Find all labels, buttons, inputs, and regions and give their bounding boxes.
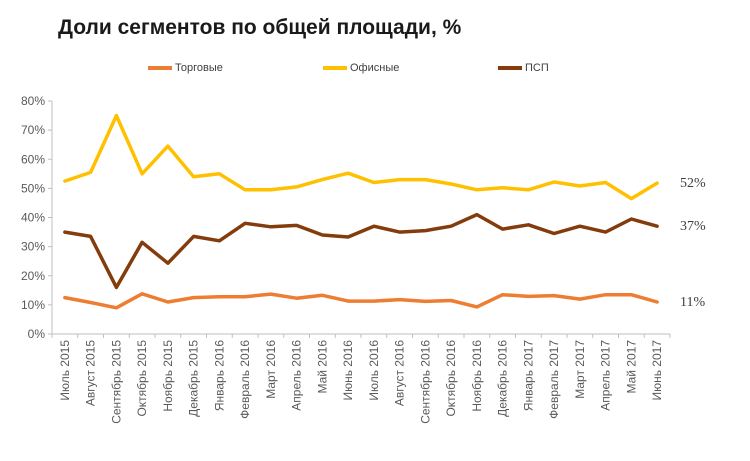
x-tick-label: Сентябрь 2016 bbox=[418, 340, 432, 424]
x-tick-label: Декабрь 2016 bbox=[496, 340, 510, 417]
x-tick-label: Ноябрь 2015 bbox=[161, 340, 175, 412]
y-axis: 0% 10% 20% 30% 40% 50% 60% 70% 80% bbox=[21, 94, 53, 341]
legend-swatch-trade bbox=[148, 66, 172, 70]
legend: Торговые Офисные ПСП bbox=[0, 62, 750, 78]
x-tick-label: Ноябрь 2016 bbox=[470, 340, 484, 412]
y-tick-label: 70% bbox=[21, 123, 45, 137]
chart-title: Доли сегментов по общей площади, % bbox=[58, 16, 462, 39]
end-label-psp: 37% bbox=[680, 219, 706, 234]
x-tick-label: Октябрь 2015 bbox=[135, 340, 149, 417]
legend-swatch-psp bbox=[498, 66, 522, 70]
legend-item-psp: ПСП bbox=[498, 62, 549, 74]
legend-label-psp: ПСП bbox=[525, 62, 549, 74]
y-tick-label: 10% bbox=[21, 298, 45, 312]
series-lines bbox=[63, 113, 659, 310]
x-tick-label: Февраль 2017 bbox=[547, 340, 561, 419]
x-tick-label: Август 2015 bbox=[84, 340, 98, 406]
legend-swatch-office bbox=[323, 66, 347, 70]
x-tick-label: Июнь 2017 bbox=[650, 340, 664, 401]
x-tick-label: Март 2016 bbox=[264, 340, 278, 399]
legend-label-office: Офисные bbox=[350, 62, 400, 74]
x-tick-label: Январь 2016 bbox=[212, 340, 226, 411]
x-tick-label: Май 2017 bbox=[624, 340, 638, 394]
x-tick-label: Январь 2017 bbox=[521, 340, 535, 411]
end-label-trade: 11% bbox=[680, 295, 705, 310]
y-tick-label: 30% bbox=[21, 240, 45, 254]
y-tick-label: 20% bbox=[21, 269, 45, 283]
series-line-psp bbox=[63, 212, 659, 290]
y-tick-label: 50% bbox=[21, 181, 45, 195]
legend-label-trade: Торговые bbox=[175, 62, 223, 74]
x-tick-label: Сентябрь 2015 bbox=[109, 340, 123, 424]
x-tick-label: Май 2016 bbox=[315, 340, 329, 394]
y-tick-label: 40% bbox=[21, 211, 45, 225]
x-tick-label: Апрель 2016 bbox=[290, 340, 304, 411]
x-tick-label: Октябрь 2016 bbox=[444, 340, 458, 417]
x-tick-label: Март 2017 bbox=[573, 340, 587, 399]
y-tick-label: 60% bbox=[21, 152, 45, 166]
y-tick-label: 80% bbox=[21, 94, 45, 108]
x-tick-label: Апрель 2017 bbox=[599, 340, 613, 411]
legend-item-office: Офисные bbox=[323, 62, 399, 74]
y-tick-label: 0% bbox=[28, 327, 46, 341]
legend-item-trade: Торговые bbox=[148, 62, 223, 74]
end-labels: 11% 52% 37% bbox=[680, 176, 706, 310]
x-tick-label: Июнь 2016 bbox=[341, 340, 355, 401]
x-tick-label: Февраль 2016 bbox=[238, 340, 252, 419]
x-tick-label: Июль 2016 bbox=[367, 340, 381, 401]
x-tick-label: Июль 2015 bbox=[58, 340, 72, 401]
series-line-office bbox=[63, 113, 659, 201]
x-tick-label: Декабрь 2015 bbox=[187, 340, 201, 417]
x-tick-label: Август 2016 bbox=[393, 340, 407, 406]
end-label-office: 52% bbox=[680, 176, 706, 191]
series-line-trade bbox=[63, 292, 659, 310]
x-axis: Июль 2015 Август 2015 Сентябрь 2015 Октябрь… bbox=[51, 333, 671, 424]
